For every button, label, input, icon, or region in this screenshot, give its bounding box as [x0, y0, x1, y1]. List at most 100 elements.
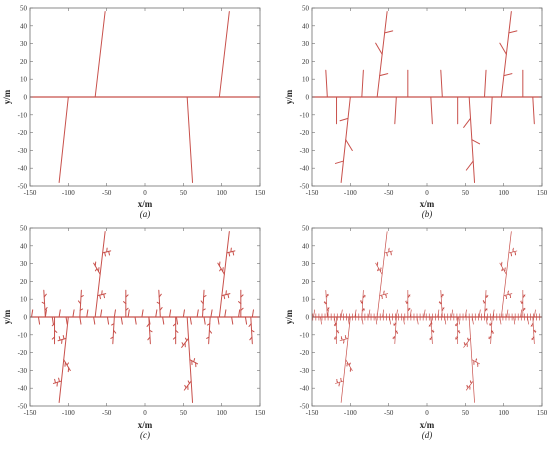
series-line: [499, 42, 507, 55]
y-tick-label: 10: [302, 76, 310, 84]
panel-label: (b): [422, 209, 433, 219]
panel-4: -150 -100 -50 0 50 100 150-50-40-30-20-1001020…: [284, 225, 548, 441]
series-line: [430, 316, 433, 325]
series-line: [94, 268, 98, 272]
y-tick-label: -20: [18, 349, 28, 357]
x-tick-label: 150: [255, 409, 266, 417]
series-line: [62, 334, 65, 340]
x-axis-label: x/m: [420, 420, 435, 430]
series-line: [100, 309, 103, 318]
plot-area: [30, 231, 260, 403]
x-tick-label: 150: [537, 189, 548, 197]
x-tick-label: -50: [384, 189, 394, 197]
y-tick-label: -30: [300, 367, 310, 375]
series-line: [430, 96, 433, 125]
y-tick-label: 0: [306, 314, 310, 322]
series-line: [44, 309, 47, 318]
y-tick-label: -50: [18, 183, 28, 191]
panel-label: (a): [140, 209, 151, 219]
y-tick-label: -30: [18, 367, 28, 375]
series-line: [193, 358, 196, 363]
x-tick-label: 50: [462, 189, 470, 197]
series-line: [520, 309, 523, 318]
series-line: [123, 301, 127, 305]
series-line: [463, 117, 472, 128]
series-line: [354, 309, 357, 318]
series-line: [58, 377, 60, 383]
series-line: [200, 300, 204, 305]
x-tick-label: -150: [24, 409, 37, 417]
series-line: [218, 11, 230, 98]
y-tick-label: -20: [300, 129, 310, 137]
series-line: [361, 69, 364, 98]
series-line: [110, 336, 114, 339]
y-tick-label: -30: [300, 147, 310, 155]
series-line: [471, 139, 481, 145]
series-line: [54, 378, 56, 384]
y-tick-label: -20: [18, 129, 28, 137]
series-line: [113, 329, 117, 334]
panel-3: -150 -100 -50 0 50 100 150-50-40-30-20-1001020…: [2, 225, 266, 441]
series-line: [206, 336, 210, 339]
y-tick-label: -40: [300, 385, 310, 393]
y-tick-label: -40: [300, 165, 310, 173]
series-line: [492, 309, 495, 318]
series-line: [227, 293, 230, 299]
series-line: [334, 160, 344, 164]
y-tick-label: 10: [302, 296, 310, 304]
series-line: [513, 316, 516, 325]
series-line: [146, 323, 150, 327]
series-line: [409, 309, 412, 318]
series-line: [490, 96, 493, 125]
series-line: [326, 309, 329, 318]
series-line: [375, 316, 378, 325]
series-line: [187, 380, 190, 384]
series-line: [94, 11, 106, 98]
y-tick-label: 20: [20, 278, 28, 286]
y-tick-label: 0: [306, 94, 310, 102]
y-tick-label: 10: [20, 296, 28, 304]
y-tick-label: 40: [302, 22, 310, 30]
series-line: [202, 308, 206, 311]
series-line: [134, 316, 137, 325]
series-line: [169, 309, 172, 318]
panel-2: -150 -100 -50 0 50 100 150-50-40-30-20-1001020…: [284, 5, 548, 220]
series-line: [248, 323, 252, 327]
panel-1: -150 -100 -50 0 50 100 150-50-40-30-20-1001020…: [2, 5, 266, 220]
y-tick-label: -50: [18, 403, 28, 411]
series-line: [149, 329, 153, 333]
y-tick-label: 30: [302, 260, 310, 268]
series-line: [54, 329, 58, 333]
y-tick-label: -40: [18, 165, 28, 173]
series-line: [458, 316, 460, 325]
x-tick-label: 0: [143, 409, 147, 417]
series-line: [251, 329, 255, 333]
series-line: [127, 309, 130, 318]
series-line: [125, 307, 129, 311]
series-line: [147, 336, 151, 341]
x-tick-label: -50: [102, 409, 112, 417]
y-axis-label: y/m: [284, 309, 294, 324]
series-line: [484, 69, 487, 98]
series-line: [223, 294, 226, 300]
series-line: [172, 323, 177, 327]
series-line: [238, 309, 241, 318]
series-line: [162, 316, 165, 325]
series-line: [156, 301, 161, 305]
series-line: [141, 309, 144, 318]
series-line: [103, 293, 105, 299]
x-tick-label: -150: [306, 409, 319, 417]
series-line: [37, 316, 41, 325]
y-tick-label: 20: [20, 58, 28, 66]
x-tick-label: -150: [24, 189, 37, 197]
y-axis-label: y/m: [2, 89, 12, 104]
series-line: [86, 309, 89, 318]
y-tick-label: 40: [20, 242, 28, 250]
series-line: [72, 309, 75, 318]
series-line: [508, 30, 518, 34]
y-tick-label: 30: [20, 40, 28, 48]
series-line: [43, 293, 47, 298]
series-line: [77, 300, 82, 305]
series-line: [113, 309, 116, 318]
